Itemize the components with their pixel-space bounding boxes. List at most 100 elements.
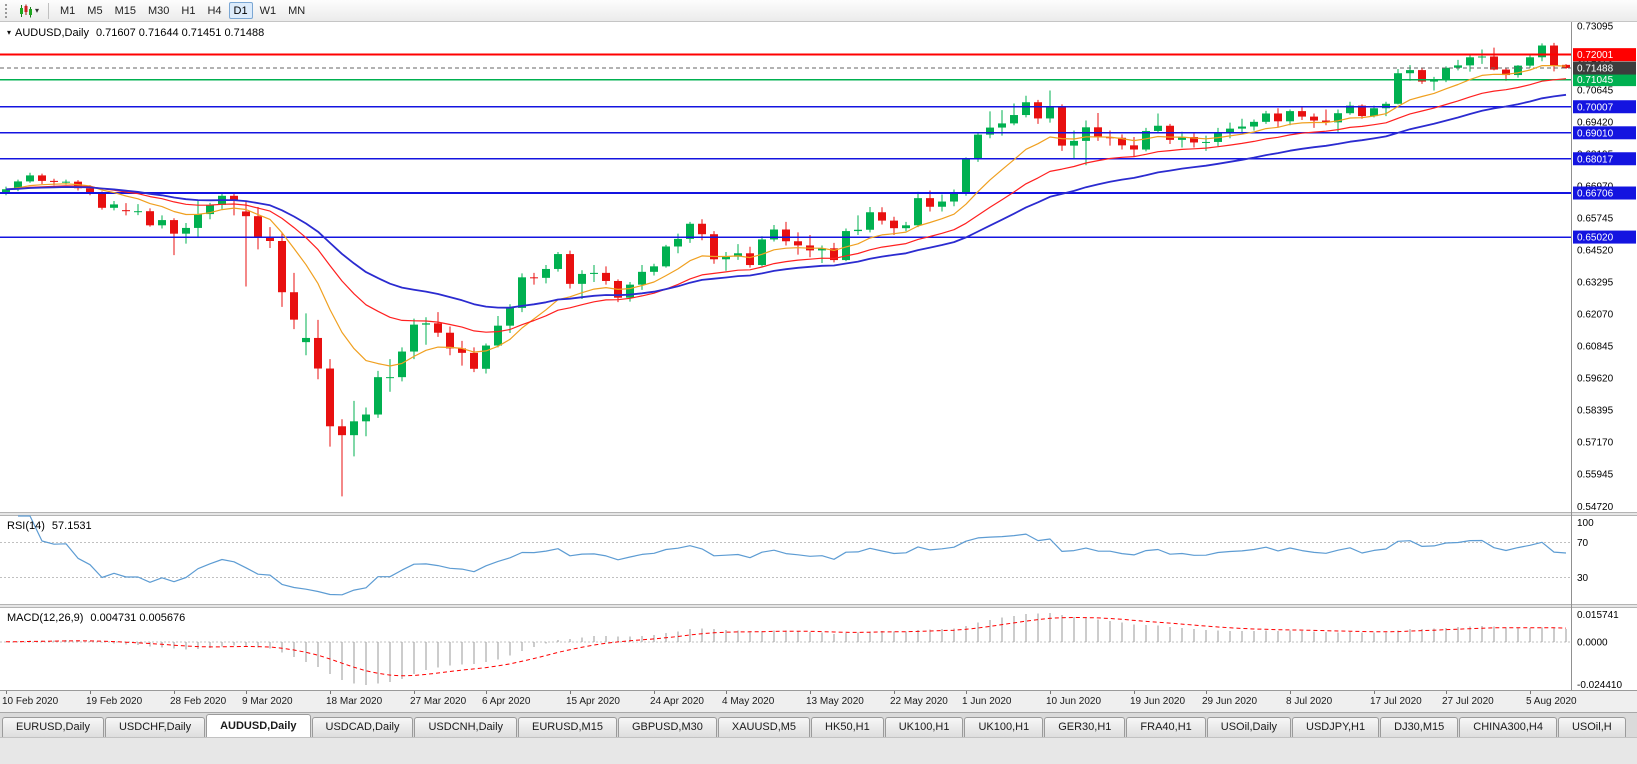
time-axis[interactable]: 10 Feb 2020 19 Feb 2020 28 Feb 2020 9 Mar 2… — [0, 690, 1637, 712]
svg-text:0.71488: 0.71488 — [1577, 64, 1614, 75]
candle-up — [1154, 125, 1162, 131]
candle-down — [746, 253, 754, 266]
time-tick — [330, 691, 331, 694]
candle-up — [1226, 128, 1234, 133]
timeframe-button-m15[interactable]: M15 — [114, 5, 136, 17]
one-click-trading-icon[interactable]: ▾ — [7, 28, 12, 37]
candle-down — [1106, 137, 1114, 139]
chart-type-button[interactable]: ▾ — [15, 1, 43, 21]
candle-down — [290, 292, 298, 320]
candle-up — [734, 253, 742, 257]
panel-splitter[interactable] — [0, 512, 1637, 516]
timeframe-button-h4[interactable]: H4 — [207, 5, 222, 17]
svg-text:0.66706: 0.66706 — [1577, 189, 1614, 200]
candle-down — [830, 248, 838, 261]
candle-up — [578, 273, 586, 284]
panel-splitter[interactable] — [0, 604, 1637, 608]
candle-up — [1010, 115, 1018, 124]
chart-tab-usoil-h[interactable]: USOil,H — [1557, 717, 1626, 737]
timeframe-button-w1[interactable]: W1 — [259, 5, 277, 17]
time-tick — [174, 691, 175, 694]
candle-down — [698, 223, 706, 235]
price-badge: 0.71488 — [1573, 61, 1636, 75]
svg-text:100: 100 — [1577, 518, 1594, 529]
macd-signal-line — [5, 616, 1567, 677]
chart-tab-usdcnh-daily[interactable]: USDCNH,Daily — [414, 717, 518, 737]
candle-up — [1238, 126, 1246, 129]
date-label: 5 Aug 2020 — [1526, 696, 1577, 707]
candle-up — [506, 307, 514, 326]
candle-up — [1070, 140, 1078, 146]
chart-area[interactable]: 0.730950.718700.706450.694200.681950.669… — [0, 22, 1637, 690]
candle-down — [1058, 106, 1066, 146]
candle-up — [1262, 113, 1270, 122]
svg-text:0.60845: 0.60845 — [1577, 342, 1614, 353]
candle-up — [1538, 45, 1546, 58]
date-label: 22 May 2020 — [890, 696, 948, 707]
chart-tab-uk100-h1[interactable]: UK100,H1 — [964, 717, 1044, 737]
timeframe-button-m5[interactable]: M5 — [87, 5, 103, 17]
candle-down — [242, 211, 250, 217]
candle-up — [206, 204, 214, 215]
svg-text:0.57170: 0.57170 — [1577, 438, 1614, 449]
macd-indicator-label: MACD(12,26,9) 0.004731 0.005676 — [7, 612, 185, 624]
candle-up — [674, 238, 682, 247]
date-label: 8 Jul 2020 — [1286, 696, 1333, 707]
chart-tab-uk100-h1[interactable]: UK100,H1 — [884, 717, 964, 737]
chart-tab-gbpusd-m30[interactable]: GBPUSD,M30 — [617, 717, 717, 737]
svg-text:0.68017: 0.68017 — [1577, 154, 1614, 165]
chart-tab-usdcad-daily[interactable]: USDCAD,Daily — [311, 717, 414, 737]
chart-tab-xauusd-m5[interactable]: XAUUSD,M5 — [717, 717, 811, 737]
chart-tab-fra40-h1[interactable]: FRA40,H1 — [1126, 717, 1206, 737]
svg-text:0.55945: 0.55945 — [1577, 470, 1614, 481]
chart-tab-audusd-daily[interactable]: AUDUSD,Daily — [206, 714, 311, 737]
candle-up — [758, 239, 766, 266]
candles[interactable] — [2, 42, 1570, 497]
chart-tab-eurusd-daily[interactable]: EURUSD,Daily — [2, 717, 104, 737]
chart-tab-usoil-daily[interactable]: USOil,Daily — [1206, 717, 1292, 737]
timeframe-button-m1[interactable]: M1 — [60, 5, 76, 17]
svg-text:0.72001: 0.72001 — [1577, 50, 1614, 61]
candle-down — [86, 188, 94, 193]
date-label: 10 Jun 2020 — [1046, 696, 1102, 707]
svg-text:0.54720: 0.54720 — [1577, 502, 1614, 513]
time-tick — [810, 691, 811, 694]
timeframe-button-mn[interactable]: MN — [288, 5, 306, 17]
time-tick — [1374, 691, 1375, 694]
candle-up — [914, 198, 922, 226]
timeframe-button-d1[interactable]: D1 — [228, 2, 253, 19]
candle-up — [2, 189, 10, 194]
rsi-line — [18, 515, 1567, 596]
candle-down — [1130, 145, 1138, 150]
candle-up — [650, 266, 658, 272]
candle-up — [362, 414, 370, 422]
candle-down — [98, 192, 106, 208]
candle-up — [134, 211, 142, 213]
date-label: 19 Feb 2020 — [86, 696, 143, 707]
candle-up — [494, 325, 502, 346]
chart-tab-china300-h4[interactable]: CHINA300,H4 — [1459, 717, 1557, 737]
rsi-indicator-label: RSI(14) 57.1531 — [7, 520, 92, 532]
chart-tab-usdjpy-h1[interactable]: USDJPY,H1 — [1292, 717, 1380, 737]
candle-down — [314, 337, 322, 369]
candle-up — [1334, 113, 1342, 123]
candle-down — [1190, 136, 1198, 143]
candle-up — [974, 134, 982, 160]
svg-text:0.63295: 0.63295 — [1577, 278, 1614, 289]
candle-up — [1454, 65, 1462, 68]
timeframe-button-h1[interactable]: H1 — [181, 5, 196, 17]
chart-canvas[interactable]: 0.730950.718700.706450.694200.681950.669… — [0, 22, 1637, 690]
candle-down — [1502, 69, 1510, 76]
chart-tab-hk50-h1[interactable]: HK50,H1 — [811, 717, 884, 737]
timeframe-button-m30[interactable]: M30 — [147, 5, 170, 17]
chart-tab-eurusd-m15[interactable]: EURUSD,M15 — [518, 717, 617, 737]
candle-up — [590, 272, 598, 274]
chart-tab-ger30-h1[interactable]: GER30,H1 — [1044, 717, 1126, 737]
candle-up — [1430, 79, 1438, 82]
date-label: 10 Feb 2020 — [2, 696, 59, 707]
time-tick — [894, 691, 895, 694]
chart-tab-dj30-m15[interactable]: DJ30,M15 — [1380, 717, 1459, 737]
chart-tab-usdchf-daily[interactable]: USDCHF,Daily — [104, 717, 206, 737]
candle-up — [1406, 70, 1414, 74]
toolbar-drag-handle[interactable] — [5, 3, 10, 18]
